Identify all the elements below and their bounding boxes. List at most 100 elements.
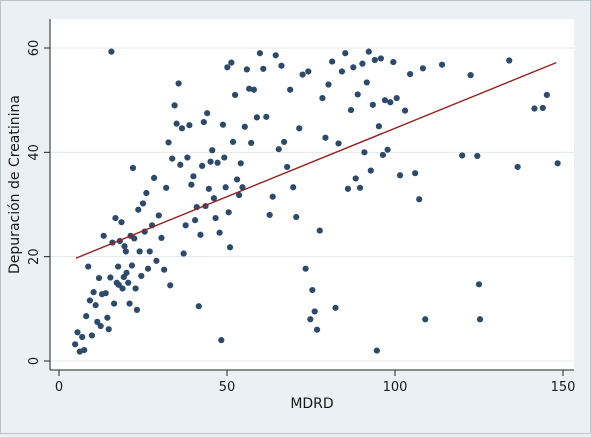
data-point [205,185,212,192]
data-point [287,86,294,93]
data-point [195,303,202,310]
data-point [97,322,104,330]
data-point [260,65,267,72]
data-point [226,244,234,251]
data-point [100,232,107,239]
data-point [90,289,97,296]
data-point [302,265,309,272]
data-point [108,48,115,55]
data-point [256,50,264,57]
data-point [126,300,133,307]
data-point [188,181,195,188]
data-point [284,163,291,171]
data-point [229,138,237,145]
data-point [416,196,423,203]
data-point [419,65,426,72]
data-point [350,64,357,71]
y-tick-label-60: 60 [27,40,42,57]
data-point [180,250,187,257]
data-point [377,55,384,62]
data-point [239,184,246,191]
data-point [199,162,206,169]
data-point [281,138,288,145]
data-point [290,184,297,191]
data-point [233,176,241,183]
x-tick-label-100: 100 [383,380,408,395]
data-point [322,134,329,141]
data-point [329,58,336,65]
data-point [138,272,145,280]
data-points [72,48,561,355]
data-point [278,62,285,69]
data-point [210,195,217,202]
data-point [153,257,160,264]
data-point [200,118,207,126]
data-point [94,318,101,325]
data-point [135,206,142,213]
data-point [363,79,370,86]
data-point [422,316,429,323]
data-point [554,160,561,167]
data-point [305,68,312,75]
data-point [379,151,387,159]
data-point [88,332,96,339]
data-point [184,154,191,161]
data-point [190,173,197,180]
data-point [167,282,174,289]
data-point [332,304,339,311]
data-point [161,266,168,273]
data-point [163,184,170,191]
x-tick-label-50: 50 [219,380,236,395]
data-point [123,269,130,276]
data-point [105,326,112,333]
data-point [81,346,88,354]
data-point [359,60,366,67]
y-tick-label-20: 20 [27,248,42,265]
data-point [241,123,248,130]
data-point [143,189,150,197]
data-point [111,300,118,307]
data-point [155,212,162,219]
data-point [228,59,235,66]
data-point [506,57,513,64]
data-point [237,160,244,167]
data-point [209,147,216,154]
data-point [121,243,128,250]
data-point [222,184,229,191]
data-point [263,113,270,120]
data-point [342,50,349,57]
y-tick-label-40: 40 [27,144,42,161]
data-point [197,231,204,238]
data-point [361,149,368,156]
data-point [216,229,223,236]
data-point [371,56,378,64]
data-point [177,161,184,168]
data-point [102,290,109,297]
data-point [158,234,165,241]
data-point [125,279,132,286]
fit-line [75,61,557,259]
data-point [224,64,231,71]
data-point [169,155,176,162]
data-point [132,285,139,292]
data-point [182,222,189,229]
data-point [122,248,129,255]
data-point [129,164,137,172]
data-point [347,106,355,114]
data-point [319,94,326,102]
data-point [316,227,323,234]
data-point [266,211,273,219]
data-point [207,158,214,165]
data-point [133,306,141,313]
data-point [92,302,99,309]
data-point [381,97,389,104]
data-point [72,341,79,348]
data-point [173,120,180,127]
data-point [112,214,119,222]
data-point [175,80,182,87]
data-point [352,175,359,182]
data-point [438,61,446,68]
data-point [83,313,90,320]
data-point [165,139,172,146]
